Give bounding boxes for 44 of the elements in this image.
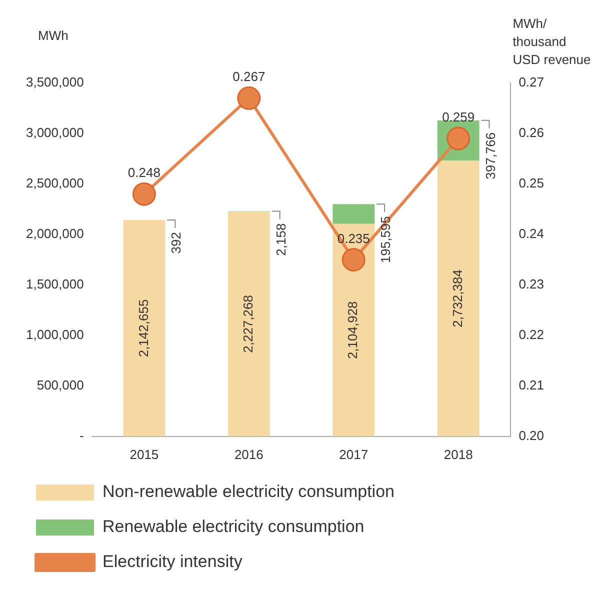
data-label: 2,732,384 — [450, 270, 465, 328]
y2-tick-label: 0.24 — [518, 226, 544, 242]
data-label: 397,766 — [482, 132, 498, 180]
y-tick-label: 2,000,000 — [26, 226, 84, 242]
y2-tick-label: 0.21 — [518, 377, 544, 392]
bar — [332, 224, 375, 436]
data-label: 0.267 — [232, 69, 266, 84]
y2-tick-label: 0.25 — [518, 176, 544, 191]
legend-label: Non-renewable electricity consumption — [102, 482, 394, 502]
y-tick-label: 3,500,000 — [26, 74, 84, 90]
y2-tick-label: 0.23 — [518, 276, 544, 292]
bar — [332, 204, 375, 224]
y2-tick-label: 0.22 — [518, 327, 544, 342]
y-tick-label: 3,000,000 — [26, 125, 84, 140]
point — [237, 86, 261, 110]
x-tick-label: 2018 — [444, 446, 473, 462]
y2-tick-label: 0.20 — [518, 428, 544, 443]
bar — [437, 160, 480, 436]
data-label: 195,595 — [378, 216, 394, 264]
bar — [123, 220, 166, 436]
y-tick-label: 500,000 — [36, 377, 84, 392]
point — [342, 248, 366, 272]
data-label: 2,227,268 — [240, 295, 256, 353]
data-label: 2,142,655 — [136, 299, 151, 358]
data-label: 0.248 — [128, 165, 160, 180]
bar — [228, 212, 270, 436]
y-axis-title: MWh — [38, 28, 68, 44]
y-tick-label: 1,500,000 — [26, 276, 84, 292]
y-tick-label: 1,000,000 — [26, 327, 84, 342]
data-label: 2,158 — [273, 223, 288, 256]
x-tick-label: 2017 — [339, 446, 368, 462]
y2-tick-label: 0.26 — [518, 125, 544, 140]
data-label: 392 — [168, 232, 184, 254]
data-label: 0.235 — [337, 230, 370, 246]
legend-label: Renewable electricity consumption — [102, 517, 364, 536]
y2-tick-label: 0.27 — [518, 74, 544, 90]
legend-label: Electricity intensity — [102, 552, 243, 572]
data-label: 2,104,928 — [345, 301, 360, 360]
y-tick-label: 2,500,000 — [26, 176, 84, 191]
y2-axis-title: MWh/ thousand USD revenue — [512, 16, 591, 68]
y-tick-label: - — [79, 428, 84, 443]
point — [132, 182, 156, 206]
x-tick-label: 2016 — [234, 446, 264, 462]
x-tick-label: 2015 — [130, 446, 159, 462]
